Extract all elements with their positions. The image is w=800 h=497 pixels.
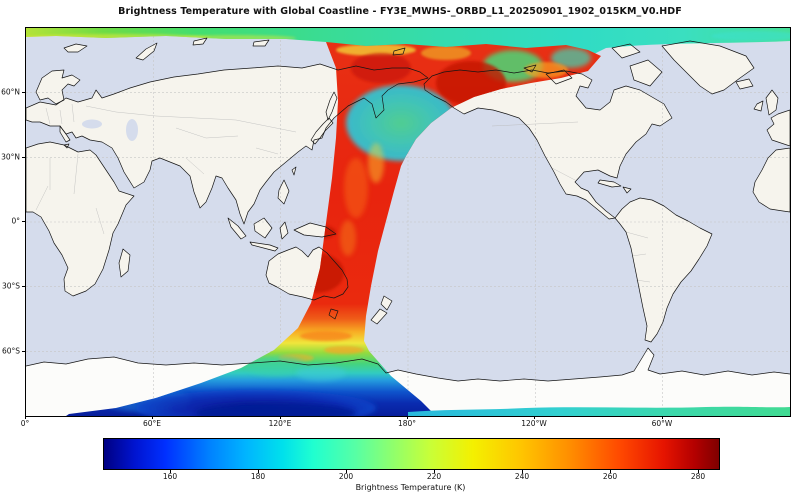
- y-tick-label: 0°: [11, 216, 20, 226]
- x-tick-label: 120°E: [268, 419, 292, 428]
- colorbar-tick-label: 160: [162, 472, 178, 481]
- land-fills: [26, 38, 790, 416]
- colorbar-tick-mark: [698, 470, 699, 473]
- y-tick-mark: [22, 351, 25, 352]
- x-tick-mark: [534, 416, 535, 419]
- y-tick-mark: [22, 92, 25, 93]
- colorbar-tick-mark: [610, 470, 611, 473]
- x-tick-mark: [662, 416, 663, 419]
- x-tick-label: 60°W: [651, 419, 673, 428]
- map-plot-area: [25, 27, 791, 417]
- colorbar-tick-mark: [346, 470, 347, 473]
- y-tick-mark: [22, 157, 25, 158]
- page-title: Brightness Temperature with Global Coast…: [118, 6, 682, 17]
- graticule: [26, 28, 790, 416]
- colorbar-tick-mark: [434, 470, 435, 473]
- x-tick-mark: [25, 416, 26, 419]
- colorbar-tick-label: 200: [338, 472, 354, 481]
- colorbar-tick-label: 220: [426, 472, 442, 481]
- country-borders: [35, 103, 651, 283]
- colorbar-caption: Brightness Temperature (K): [355, 483, 466, 492]
- colorbar-tick-label: 260: [602, 472, 618, 481]
- colorbar-tick-label: 240: [514, 472, 530, 481]
- x-tick-mark: [152, 416, 153, 419]
- y-tick-label: 30°S: [1, 281, 20, 291]
- colorbar-tick-mark: [522, 470, 523, 473]
- x-tick-label: 180°: [397, 419, 417, 428]
- x-tick-label: 120°W: [521, 419, 547, 428]
- world-map-svg: [26, 28, 790, 416]
- y-tick-mark: [22, 286, 25, 287]
- y-tick-label: 60°S: [1, 346, 20, 356]
- colorbar-tick-mark: [170, 470, 171, 473]
- x-tick-label: 0°: [20, 419, 30, 428]
- x-tick-mark: [407, 416, 408, 419]
- y-tick-mark: [22, 221, 25, 222]
- x-tick-mark: [280, 416, 281, 419]
- y-tick-label: 30°N: [1, 152, 20, 162]
- colorbar-tick-label: 180: [250, 472, 266, 481]
- x-tick-label: 60°E: [142, 419, 162, 428]
- colorbar-tick-label: 280: [690, 472, 706, 481]
- colorbar: [103, 438, 720, 470]
- south-edge-strip: [408, 406, 790, 416]
- colorbar-tick-mark: [258, 470, 259, 473]
- y-tick-label: 60°N: [1, 87, 20, 97]
